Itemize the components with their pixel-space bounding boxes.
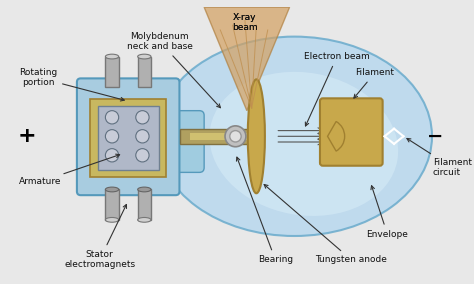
Text: Molybdenum
neck and base: Molybdenum neck and base	[127, 32, 220, 108]
Ellipse shape	[137, 218, 151, 222]
Ellipse shape	[137, 187, 151, 192]
Text: Filament
circuit: Filament circuit	[407, 139, 472, 177]
Bar	[137, 189, 151, 220]
Text: Tungsten anode: Tungsten anode	[264, 185, 387, 264]
Bar	[90, 99, 166, 177]
Bar	[105, 57, 118, 87]
Circle shape	[105, 130, 118, 143]
Circle shape	[105, 149, 118, 162]
Ellipse shape	[105, 187, 118, 192]
Circle shape	[105, 111, 118, 124]
Circle shape	[136, 149, 149, 162]
Ellipse shape	[225, 126, 246, 147]
Circle shape	[136, 130, 149, 143]
Polygon shape	[204, 7, 290, 111]
Text: X-ray
beam: X-ray beam	[232, 13, 258, 32]
Text: Stator
electromagnets: Stator electromagnets	[64, 204, 135, 270]
Text: X-ray
beam: X-ray beam	[232, 13, 258, 32]
Ellipse shape	[137, 54, 151, 59]
Text: Electron beam: Electron beam	[304, 52, 370, 126]
Bar	[105, 189, 118, 220]
Bar	[137, 57, 151, 87]
Bar	[98, 106, 159, 170]
FancyBboxPatch shape	[142, 111, 204, 172]
Ellipse shape	[105, 54, 118, 59]
Ellipse shape	[210, 72, 398, 216]
Text: Filament: Filament	[354, 68, 394, 98]
FancyBboxPatch shape	[320, 98, 383, 166]
Bar	[181, 129, 256, 144]
Text: Armature: Armature	[18, 154, 119, 186]
Text: Bearing: Bearing	[237, 157, 293, 264]
Ellipse shape	[157, 37, 432, 236]
Text: Rotating
portion: Rotating portion	[19, 68, 124, 101]
Ellipse shape	[248, 79, 265, 193]
FancyBboxPatch shape	[77, 78, 180, 195]
Ellipse shape	[230, 131, 241, 142]
Wedge shape	[328, 122, 345, 151]
Text: −: −	[427, 127, 443, 146]
Text: +: +	[17, 126, 36, 146]
Text: Envelope: Envelope	[366, 186, 408, 239]
Ellipse shape	[105, 218, 118, 222]
Circle shape	[136, 111, 149, 124]
Bar	[190, 133, 256, 140]
